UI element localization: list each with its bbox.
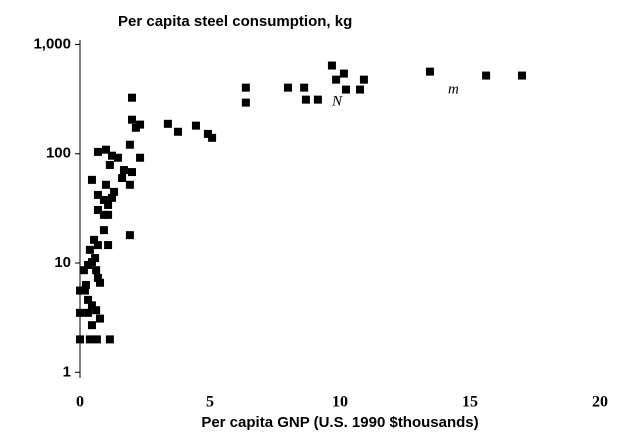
point: [84, 308, 93, 317]
point: [136, 153, 145, 162]
point: [93, 241, 102, 250]
point: [104, 241, 113, 250]
point: [93, 205, 102, 214]
point: [105, 335, 114, 344]
point: [313, 95, 322, 104]
x-tick-label: 10: [332, 394, 348, 411]
x-tick-label: 20: [592, 394, 608, 411]
point: [118, 174, 127, 183]
point: [332, 75, 341, 84]
y-tick-label: 100: [46, 145, 71, 162]
x-tick-label: 5: [206, 394, 214, 411]
point: [482, 71, 491, 80]
point: [81, 280, 90, 289]
point: [76, 286, 84, 295]
point: [284, 83, 292, 92]
point: [359, 75, 368, 84]
point: [85, 335, 94, 344]
point: [84, 295, 93, 304]
point: [128, 168, 136, 177]
annotation: N: [331, 93, 343, 109]
point: [203, 129, 212, 138]
point: [125, 231, 134, 240]
point: [341, 85, 350, 94]
point: [107, 151, 116, 160]
point: [87, 175, 96, 184]
point: [92, 306, 101, 315]
point: [80, 286, 89, 295]
point: [301, 95, 310, 104]
point: [99, 226, 108, 235]
point: [107, 193, 116, 202]
point: [241, 83, 250, 92]
point: [91, 254, 100, 263]
point: [241, 98, 250, 107]
point: [191, 121, 200, 130]
y-tick-label: 1,000: [33, 35, 71, 52]
annotation: m: [448, 81, 459, 97]
point: [99, 195, 108, 204]
point: [105, 160, 114, 169]
point: [92, 266, 101, 275]
point: [87, 301, 96, 310]
point: [104, 210, 113, 219]
point: [119, 166, 128, 175]
point: [93, 147, 102, 156]
point: [99, 210, 108, 219]
point: [518, 71, 526, 80]
point: [85, 245, 94, 254]
x-tick-label: 0: [76, 394, 84, 411]
point: [110, 187, 119, 196]
point: [300, 83, 309, 92]
point: [87, 258, 96, 267]
point: [96, 278, 105, 287]
point: [174, 127, 183, 136]
point: [339, 69, 348, 78]
y-tick-label: 1: [63, 363, 71, 380]
point: [104, 200, 113, 209]
point: [327, 61, 336, 70]
point: [90, 235, 99, 244]
point: [76, 335, 84, 344]
point: [125, 140, 134, 149]
point: [208, 133, 217, 142]
x-tick-label: 15: [462, 394, 478, 411]
point: [163, 119, 172, 128]
point: [425, 67, 434, 76]
point: [113, 153, 122, 162]
x-axis-label: Per capita GNP (U.S. 1990 $thousands): [201, 414, 478, 431]
point: [356, 85, 365, 94]
point: [136, 120, 145, 129]
point: [87, 321, 96, 330]
point: [125, 180, 134, 189]
point: [79, 266, 88, 275]
y-tick-label: 10: [54, 254, 71, 271]
chart-title: Per capita steel consumption, kg: [118, 13, 352, 30]
point: [128, 115, 136, 124]
point: [128, 93, 136, 102]
point: [131, 123, 140, 132]
point: [93, 190, 102, 199]
point: [96, 314, 105, 323]
point: [93, 273, 102, 282]
point: [102, 180, 110, 189]
point: [76, 308, 84, 317]
point: [92, 335, 101, 344]
point: [102, 145, 110, 154]
